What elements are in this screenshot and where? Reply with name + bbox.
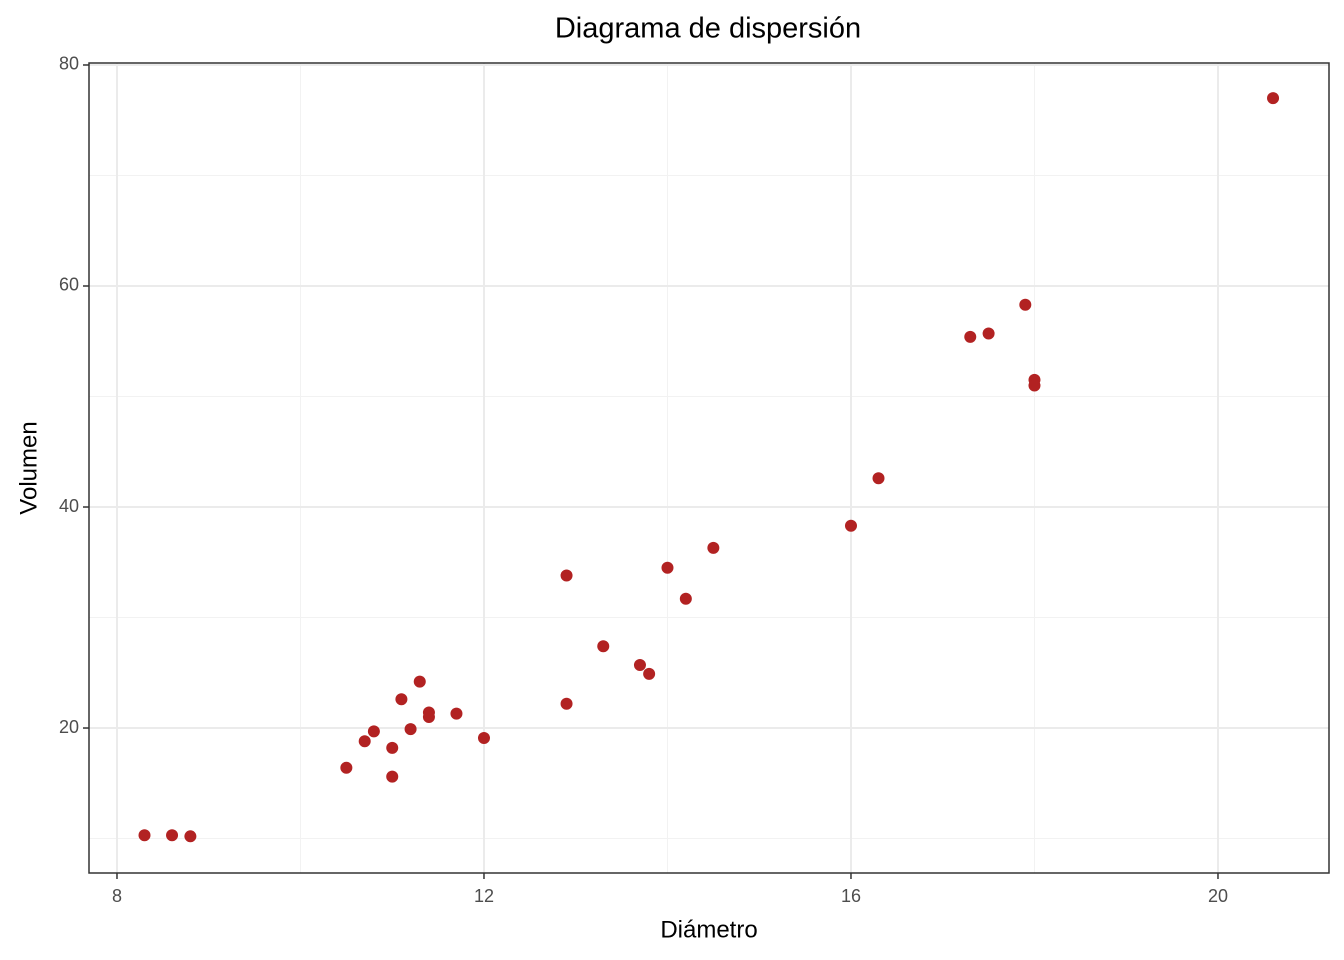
point [1267,92,1280,105]
point [422,706,435,719]
point [597,640,610,653]
point [386,741,399,754]
y-tick-label: 60 [59,275,79,295]
chart-title: Diagrama de dispersión [555,13,861,45]
point [964,330,977,343]
point [404,723,417,736]
point [413,675,426,688]
point [560,697,573,710]
point [679,592,692,605]
point [1019,298,1032,311]
point [633,659,646,672]
x-tick-label: 8 [112,886,122,906]
point [982,327,995,340]
x-tick-label: 12 [474,886,494,906]
y-axis-title: Volumen [15,421,42,514]
x-axis-title: Diámetro [660,916,757,943]
point [367,725,380,738]
y-tick-label: 20 [59,717,79,737]
point [138,829,151,842]
point [477,731,490,744]
point [707,541,720,554]
point [661,561,674,574]
point [166,829,179,842]
point [340,761,353,774]
point [395,693,408,706]
point [844,519,857,532]
y-tick-label: 40 [59,496,79,516]
point [184,830,197,843]
point [643,667,656,680]
x-tick-label: 16 [841,886,861,906]
x-tick-label: 20 [1208,886,1228,906]
point [450,707,463,720]
point [1028,379,1041,392]
point [358,735,371,748]
point [560,569,573,582]
y-tick-label: 80 [59,54,79,74]
point [386,770,399,783]
panel-border [88,62,1330,874]
point [872,472,885,485]
